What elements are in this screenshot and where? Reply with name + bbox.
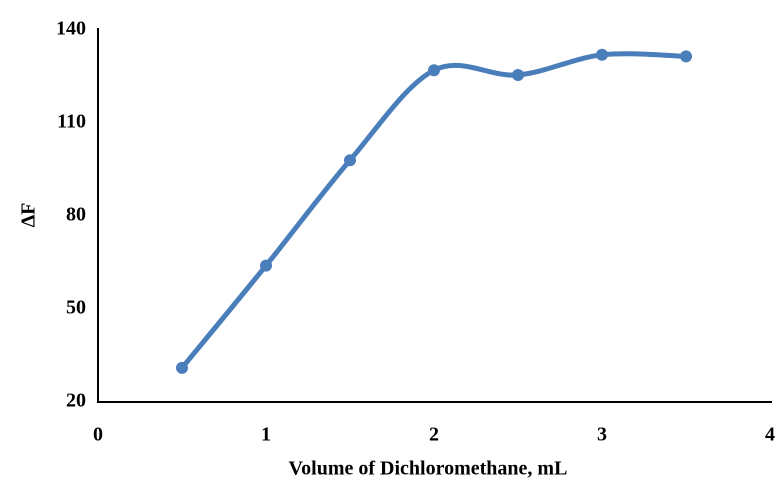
data-point [680, 50, 692, 63]
y-axis-label: ΔF [18, 203, 40, 228]
x-tick-label: 3 [597, 424, 607, 446]
data-point [344, 154, 356, 167]
y-tick-label: 110 [57, 111, 86, 133]
x-tick-label: 2 [429, 424, 439, 446]
y-tick-label: 20 [66, 390, 86, 412]
data-point [596, 48, 608, 61]
y-tick-label: 50 [66, 297, 86, 319]
y-tick-label: 80 [66, 204, 86, 226]
x-tick-label: 1 [261, 424, 271, 446]
data-point [512, 68, 524, 81]
data-point [260, 259, 272, 272]
x-axis-label: Volume of Dichloromethane, mL [289, 458, 568, 480]
x-tick-label: 0 [93, 424, 103, 446]
data-point [176, 361, 188, 374]
y-tick-label: 140 [56, 18, 86, 40]
data-line [179, 51, 689, 371]
x-tick-label: 4 [765, 424, 775, 446]
data-point [428, 64, 440, 77]
